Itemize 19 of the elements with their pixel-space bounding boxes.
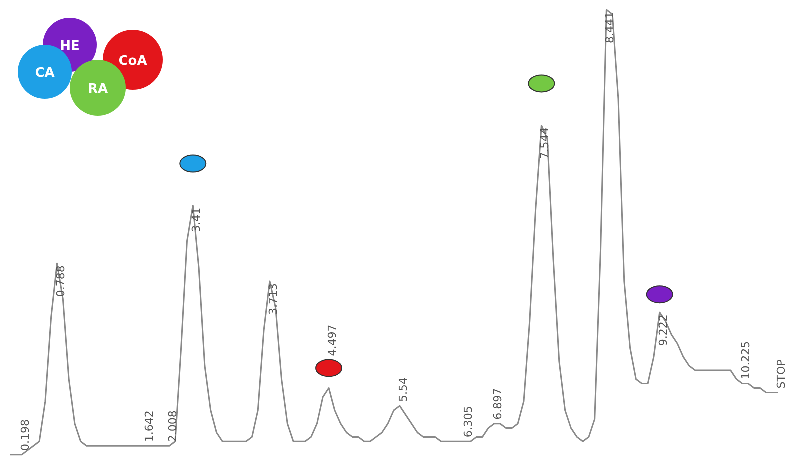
annotation: 0.788 [54,266,68,298]
annotation: 3.41 [190,208,204,232]
annotation: 6.897 [491,388,504,420]
annotation: HE [60,39,80,54]
annotation: 8.441 [604,12,617,44]
annotation: STOP [775,359,788,389]
annotation: 9.222 [656,314,670,346]
annotation: 7.544 [538,128,552,160]
annotation: 3.713 [266,283,280,315]
annotation: 1.642 [142,410,156,442]
annotation: 4.497 [326,324,340,356]
annotation: 10.225 [740,341,753,380]
annotation: 0.198 [18,420,32,451]
annotation: CoA [118,54,148,69]
annotation: CA [35,66,55,81]
annotation: 5.54 [396,378,410,402]
annotation: 2.008 [166,410,180,442]
annotation: 6.305 [462,406,475,438]
annotation: RA [88,82,108,97]
